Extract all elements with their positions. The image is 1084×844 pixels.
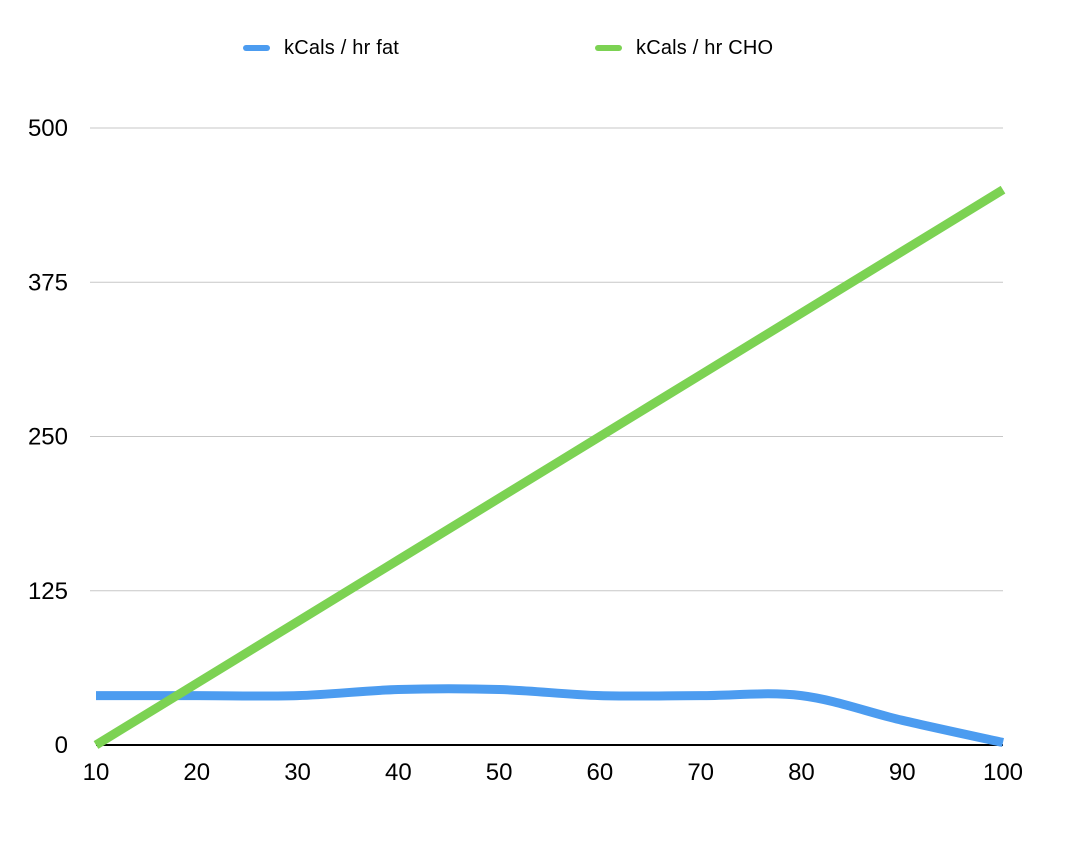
series-line-cho (93, 185, 1006, 749)
legend-label-cho: kCals / hr CHO (636, 36, 774, 59)
legend-swatch-cho-icon (595, 45, 622, 51)
legend-item-cho: kCals / hr CHO (595, 36, 773, 60)
x-tick-label: 90 (889, 759, 916, 786)
legend-item-fat: kCals / hr fat (243, 36, 399, 60)
y-tick-label: 500 (28, 115, 68, 142)
x-tick-label: 50 (486, 759, 513, 786)
legend-label-fat: kCals / hr fat (284, 36, 400, 59)
legend-swatch-fat-icon (243, 45, 270, 51)
x-tick-label: 20 (183, 759, 210, 786)
series-line-fat (95, 684, 1004, 747)
y-tick-label: 0 (55, 732, 68, 759)
x-tick-label: 10 (83, 759, 110, 786)
x-tick-label: 70 (687, 759, 714, 786)
y-tick-label: 250 (28, 424, 68, 451)
y-tick-label: 125 (28, 578, 68, 605)
x-tick-label: 40 (385, 759, 412, 786)
x-tick-label: 60 (587, 759, 614, 786)
y-tick-label: 375 (28, 269, 68, 296)
x-tick-label: 30 (284, 759, 311, 786)
x-tick-label: 80 (788, 759, 815, 786)
x-tick-label: 100 (983, 759, 1023, 786)
